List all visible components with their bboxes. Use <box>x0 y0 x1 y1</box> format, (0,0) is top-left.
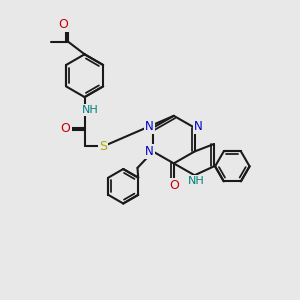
Text: NH: NH <box>82 105 99 115</box>
Text: O: O <box>169 178 179 192</box>
Text: NH: NH <box>188 176 204 186</box>
Text: S: S <box>99 140 107 153</box>
Text: N: N <box>194 120 203 133</box>
Text: N: N <box>145 145 154 158</box>
Text: O: O <box>58 18 68 32</box>
Text: N: N <box>145 120 154 133</box>
Text: O: O <box>61 122 70 134</box>
